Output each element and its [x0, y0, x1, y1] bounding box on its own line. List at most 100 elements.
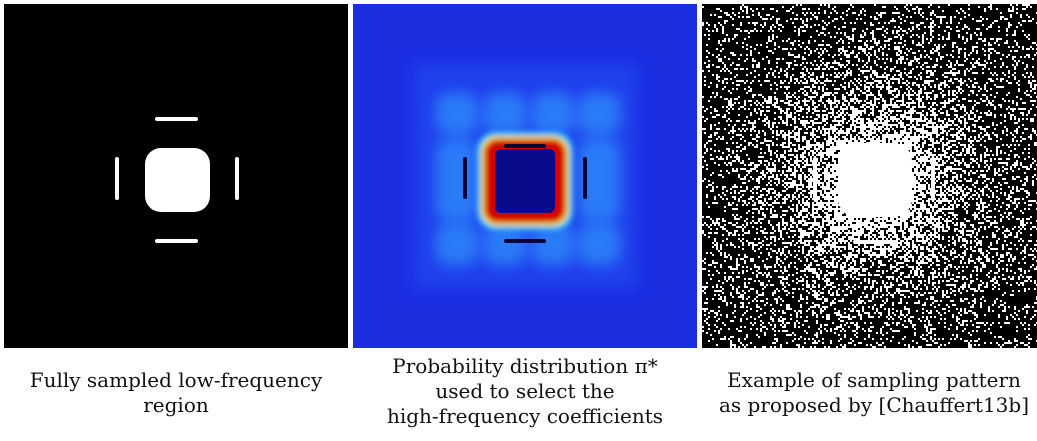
sample-point [986, 62, 988, 64]
sample-point [708, 184, 710, 186]
sample-point [952, 168, 954, 170]
sample-point [898, 118, 900, 120]
sample-point [844, 66, 846, 68]
sample-point [874, 70, 876, 72]
sample-point [738, 156, 740, 158]
sample-point [1016, 102, 1018, 104]
sample-point [942, 138, 944, 140]
sample-point [796, 104, 798, 106]
sample-point [836, 154, 838, 156]
sample-point [770, 68, 772, 70]
sample-point [790, 124, 792, 126]
sample-point [916, 44, 918, 46]
sample-point [822, 76, 824, 78]
sample-point [918, 58, 920, 60]
sample-point [996, 74, 998, 76]
sample-point [938, 126, 940, 128]
sample-point [956, 134, 958, 136]
sample-point [1016, 122, 1018, 124]
sample-point [818, 182, 820, 184]
sample-point [914, 144, 916, 146]
sample-point [794, 18, 796, 20]
sample-point [1028, 112, 1030, 114]
sample-point [752, 124, 754, 126]
sample-point [836, 112, 838, 114]
sample-point [772, 16, 774, 18]
sample-point [946, 156, 948, 158]
sample-point [794, 30, 796, 32]
sample-point [882, 76, 884, 78]
sample-point [818, 126, 820, 128]
sample-point [966, 164, 968, 166]
sample-point [826, 108, 828, 110]
sample-point [984, 66, 986, 68]
sample-point [950, 28, 952, 30]
sample-point [918, 98, 920, 100]
sample-point [862, 30, 864, 32]
sample-point [948, 72, 950, 74]
sample-point [794, 56, 796, 58]
sample-point [892, 68, 894, 70]
sample-point [840, 38, 842, 40]
sample-point [742, 128, 744, 130]
sample-point [798, 166, 800, 168]
sample-point [746, 8, 748, 10]
sample-point [804, 66, 806, 68]
sample-point [954, 164, 956, 166]
sample-point [966, 68, 968, 70]
sample-point [850, 90, 852, 92]
sample-point [744, 148, 746, 150]
sample-point [896, 70, 898, 72]
sample-point [832, 142, 834, 144]
sample-point [786, 184, 788, 186]
sample-point [936, 64, 938, 66]
sample-point [842, 72, 844, 74]
sample-point [770, 8, 772, 10]
sample-point [1000, 114, 1002, 116]
sample-point [792, 144, 794, 146]
sample-point [758, 118, 760, 120]
sample-point [802, 62, 804, 64]
sample-point [738, 174, 740, 176]
sample-point [860, 130, 862, 132]
sample-point [806, 122, 808, 124]
sample-point [902, 100, 904, 102]
sample-point [718, 66, 720, 68]
sample-point [730, 64, 732, 66]
sample-point [794, 112, 796, 114]
sample-point [732, 54, 734, 56]
sample-point [920, 44, 922, 46]
sample-point [974, 172, 976, 174]
sample-point [918, 158, 920, 160]
sample-point [1032, 158, 1034, 160]
sample-point [958, 48, 960, 50]
sample-point [826, 158, 828, 160]
sample-point [752, 96, 754, 98]
sample-point [1000, 106, 1002, 108]
sample-point [832, 156, 834, 158]
sample-point [840, 132, 842, 134]
sample-point [866, 134, 868, 136]
sample-point [882, 108, 884, 110]
sample-point [934, 112, 936, 114]
sample-point [1014, 148, 1016, 150]
sample-point [914, 102, 916, 104]
sample-point [984, 180, 986, 182]
sample-point [794, 166, 796, 168]
sample-point [936, 104, 938, 106]
sample-point [732, 18, 734, 20]
sample-point [716, 114, 718, 116]
sample-point [886, 122, 888, 124]
sample-point [876, 80, 878, 82]
sample-point [812, 72, 814, 74]
sample-point [726, 120, 728, 122]
sample-point [876, 84, 878, 86]
sample-point [748, 32, 750, 34]
sample-point [832, 62, 834, 64]
sample-point [772, 74, 774, 76]
sample-point [888, 86, 890, 88]
sample-point [836, 92, 838, 94]
sample-point [810, 178, 812, 180]
sample-point [930, 110, 932, 112]
sample-point [962, 144, 964, 146]
